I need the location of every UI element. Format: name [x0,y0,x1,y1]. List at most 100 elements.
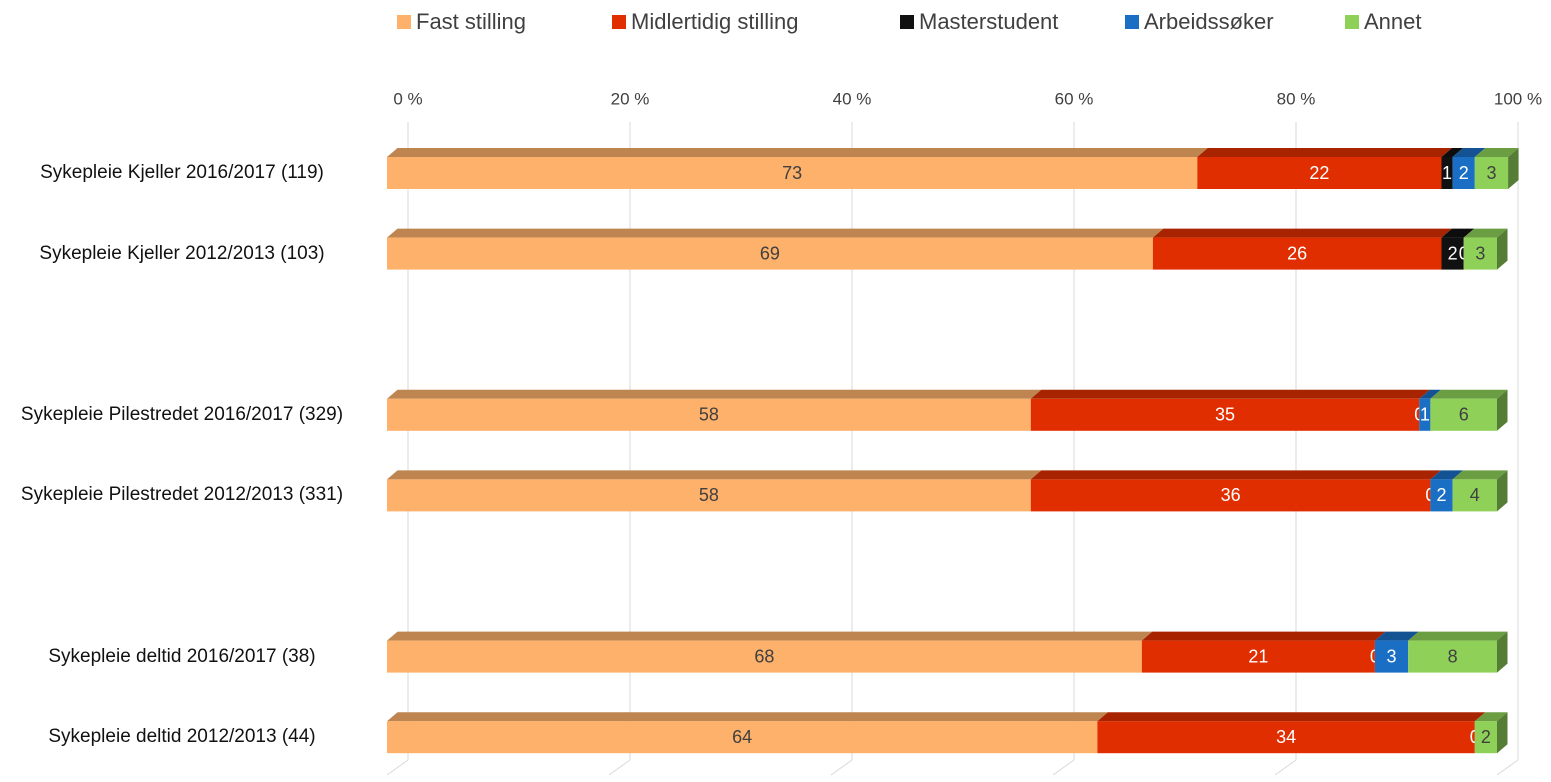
bar-segment [387,470,1042,512]
bar-top [1141,631,1386,641]
bar-segment [1141,631,1386,673]
grid-floor [1274,759,1297,776]
bar-top [1097,712,1486,722]
bar-top [1452,470,1508,480]
bar-front [387,237,1153,270]
bar-segment [1474,712,1508,754]
data-label: 35 [1215,405,1235,425]
legend-label: Midlertidig stilling [631,9,799,34]
bar-segment [1097,712,1486,754]
x-tick-label: 60 % [1055,89,1094,108]
data-label: 58 [699,405,719,425]
data-label: 1 [1420,405,1430,425]
bar-segment [1474,148,1519,189]
data-label: 36 [1221,485,1241,505]
data-label: 1 [1442,163,1452,183]
data-label: 22 [1309,163,1329,183]
bar-segment [387,228,1164,270]
bar-top [387,712,1108,722]
x-tick-label: 20 % [611,89,650,108]
bar-side [1497,470,1508,512]
x-tick-label: 100 % [1494,89,1542,108]
bar-front [1374,640,1409,673]
data-label: 34 [1276,727,1296,747]
category-label: Sykepleie deltid 2012/2013 (44) [48,726,316,748]
data-label: 3 [1475,243,1485,263]
bar-segment [1030,389,1430,431]
bar-front [387,640,1142,673]
data-label: 3 [1486,163,1496,183]
data-label: 2 [1436,485,1446,505]
grid-floor [830,759,853,776]
bar-front [1030,479,1431,512]
data-label: 2 [1481,727,1491,747]
category-label: Sykepleie deltid 2016/2017 (38) [48,645,316,667]
bar-side [1508,148,1519,189]
data-label: 21 [1248,646,1268,666]
bar-top [387,228,1164,238]
bar-top [1474,148,1519,157]
data-label: 2 [1459,163,1469,183]
bar-top [1441,228,1475,238]
bar-segment [1452,470,1508,512]
bar-segment [1441,228,1475,270]
bar-segment [1152,228,1452,270]
bar-top [1408,631,1508,641]
bar-front [1441,237,1464,270]
bar-front [387,479,1031,512]
data-label: 8 [1448,646,1458,666]
bar-front [1452,479,1497,512]
bar-front [1474,157,1509,189]
bar-segment [1452,148,1486,189]
bar-front [387,398,1031,431]
bar-top [387,470,1042,480]
bar-top [1452,148,1486,157]
bar-top [387,389,1042,399]
bar-segment [387,631,1153,673]
bar-front [1097,721,1475,754]
bar-segment [1197,148,1452,189]
data-label: 26 [1287,243,1307,263]
legend-label: Arbeidssøker [1144,9,1274,34]
bar-side [1497,389,1508,431]
bar-segment [387,148,1208,189]
category-label: Sykepleie Pilestredet 2016/2017 (329) [20,403,344,425]
legend-swatch [612,15,626,29]
bar-top [1430,470,1464,480]
bar-segment [387,389,1042,431]
grid-floor [1052,759,1075,776]
category-label: Sykepleie Kjeller 2012/2013 (103) [39,242,325,264]
bar-front [387,157,1198,189]
bar-front [1030,398,1420,431]
category-label: Sykepleie Pilestredet 2012/2013 (331) [20,484,344,506]
bar-front [1197,157,1442,189]
legend-swatch [1125,15,1139,29]
category-label: Sykepleie Kjeller 2016/2017 (119) [40,162,324,183]
bar-side [1497,712,1508,754]
bar-segment [387,712,1108,754]
data-label: 3 [1387,646,1397,666]
x-tick-label: 40 % [833,89,872,108]
bar-top [1030,470,1441,480]
grid-floor [386,759,409,776]
bar-top [1374,631,1419,641]
legend-label: Annet [1364,9,1422,34]
data-label: 64 [732,727,752,747]
data-label: 69 [760,243,780,263]
bar-top [387,148,1208,157]
grid-floor [1496,759,1519,776]
bar-front [1452,157,1475,189]
bar-segment [1408,631,1508,673]
bar-top [1152,228,1452,238]
data-label: 68 [754,646,774,666]
bar-top [1030,389,1430,399]
legend-label: Masterstudent [919,9,1058,34]
data-label: 58 [699,485,719,505]
legend-label: Fast stilling [416,9,526,34]
bar-front [1463,237,1497,270]
bar-front [1408,640,1497,673]
bar-front [1141,640,1375,673]
bar-top [1441,148,1464,157]
bar-front [1430,398,1497,431]
bar-front [1430,479,1453,512]
